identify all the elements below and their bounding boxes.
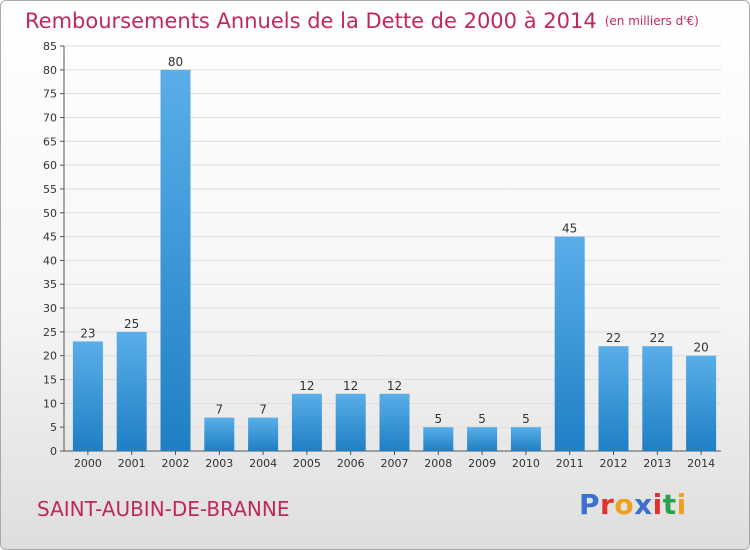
x-tick-label: 2003 — [205, 457, 233, 470]
y-tick-label: 65 — [43, 135, 57, 148]
data-label: 12 — [387, 379, 402, 393]
y-tick-label: 75 — [43, 88, 57, 101]
y-tick-label: 45 — [43, 231, 57, 244]
logo-letter: i — [652, 488, 663, 521]
logo-letter: P — [579, 488, 601, 521]
x-tick-label: 2011 — [556, 457, 584, 470]
data-label: 45 — [562, 222, 577, 236]
x-tick-label: 2002 — [162, 457, 190, 470]
logo-letter: x — [634, 488, 653, 521]
x-tick-label: 2005 — [293, 457, 321, 470]
data-label: 5 — [478, 412, 486, 426]
bar — [598, 346, 629, 451]
data-label: 7 — [215, 403, 223, 417]
y-tick-label: 50 — [43, 207, 57, 220]
bar — [423, 427, 454, 451]
x-tick-label: 2004 — [249, 457, 277, 470]
y-tick-label: 85 — [43, 40, 57, 53]
data-label: 5 — [522, 412, 530, 426]
x-tick-label: 2009 — [468, 457, 496, 470]
x-tick-label: 2006 — [337, 457, 365, 470]
data-label: 7 — [259, 403, 267, 417]
data-label: 20 — [693, 341, 708, 355]
title-unit: (en milliers d'€) — [604, 14, 699, 28]
bar — [686, 355, 717, 451]
x-tick-label: 2014 — [687, 457, 715, 470]
bar — [379, 393, 410, 451]
data-label: 80 — [168, 55, 183, 69]
bar — [335, 393, 366, 451]
x-tick-label: 2010 — [512, 457, 540, 470]
commune-name: SAINT-AUBIN-DE-BRANNE — [37, 497, 290, 521]
bar — [467, 427, 498, 451]
data-label: 23 — [80, 326, 95, 340]
x-tick-label: 2013 — [643, 457, 671, 470]
logo-letter: r — [600, 488, 615, 521]
y-tick-label: 5 — [50, 421, 57, 434]
bar — [204, 417, 235, 451]
y-tick-label: 80 — [43, 64, 57, 77]
proxiti-logo: Proxiti — [579, 488, 687, 521]
bar — [642, 346, 673, 451]
y-tick-label: 70 — [43, 111, 57, 124]
bar — [116, 331, 147, 451]
y-tick-label: 30 — [43, 302, 57, 315]
y-tick-label: 10 — [43, 397, 57, 410]
x-tick-label: 2012 — [600, 457, 628, 470]
logo-letter: i — [676, 488, 687, 521]
y-tick-label: 55 — [43, 183, 57, 196]
y-tick-label: 20 — [43, 350, 57, 363]
chart-title: Remboursements Annuels de la Dette de 20… — [25, 9, 699, 33]
y-tick-label: 0 — [50, 445, 57, 458]
data-label: 22 — [650, 331, 665, 345]
title-text: Remboursements Annuels de la Dette de 20… — [25, 9, 597, 33]
data-label: 12 — [299, 379, 314, 393]
y-tick-label: 25 — [43, 326, 57, 339]
bar — [248, 417, 279, 451]
y-tick-label: 35 — [43, 278, 57, 291]
bar — [291, 393, 322, 451]
y-tick-label: 15 — [43, 374, 57, 387]
logo-letter: t — [662, 488, 677, 521]
y-tick-label: 40 — [43, 254, 57, 267]
x-tick-label: 2000 — [74, 457, 102, 470]
x-tick-label: 2001 — [118, 457, 146, 470]
bar — [160, 69, 191, 451]
data-label: 12 — [343, 379, 358, 393]
y-tick-label: 60 — [43, 159, 57, 172]
bar — [554, 236, 585, 451]
data-label: 25 — [124, 317, 139, 331]
bar — [72, 341, 103, 451]
logo-letter: o — [614, 488, 635, 521]
data-label: 5 — [434, 412, 442, 426]
x-tick-label: 2008 — [424, 457, 452, 470]
data-label: 22 — [606, 331, 621, 345]
bar — [510, 427, 541, 451]
x-tick-label: 2007 — [381, 457, 409, 470]
